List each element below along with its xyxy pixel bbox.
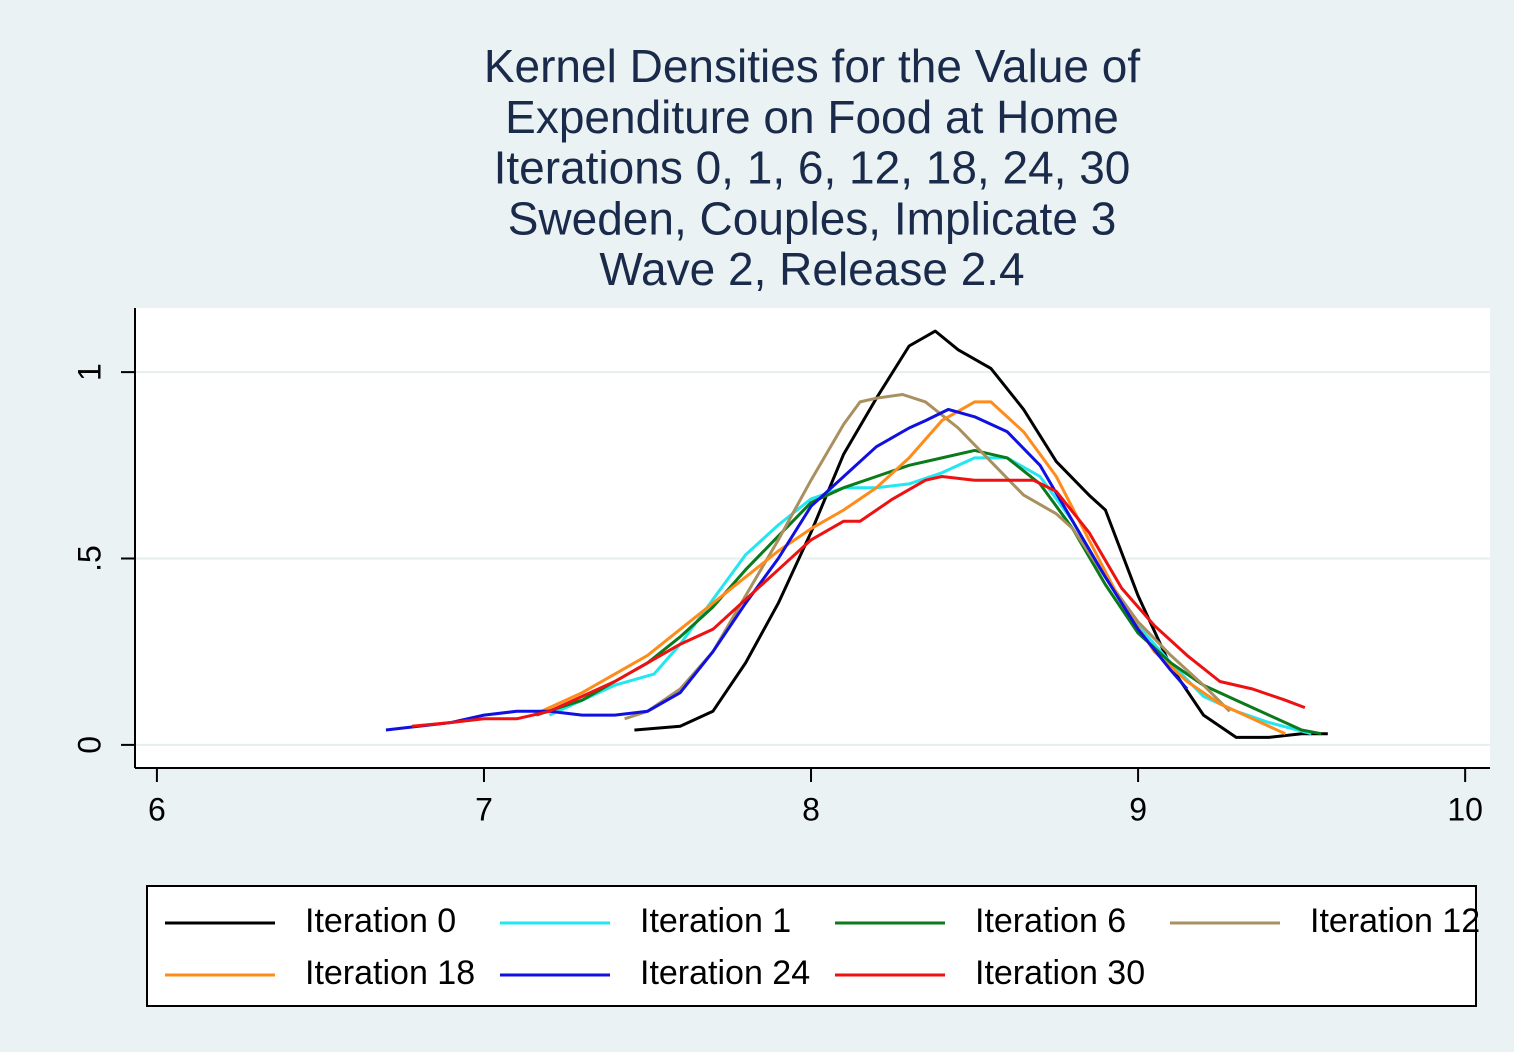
y-tick-label: .5 <box>71 545 107 572</box>
legend-label: Iteration 12 <box>1310 902 1480 940</box>
density-line <box>385 407 1189 732</box>
density-line <box>411 475 1306 728</box>
chart-title: Sweden, Couples, Implicate 3 <box>508 192 1117 244</box>
x-tick-label: 9 <box>1129 791 1147 827</box>
legend-label: Iteration 1 <box>640 902 791 940</box>
legend-box <box>146 885 1477 1007</box>
x-tick-label: 7 <box>475 791 493 827</box>
x-tick-label: 8 <box>802 791 820 827</box>
density-line <box>634 329 1328 739</box>
chart-title: Iterations 0, 1, 6, 12, 18, 24, 30 <box>494 142 1131 194</box>
chart-title: Kernel Densities for the Value of <box>484 40 1141 92</box>
chart-title: Wave 2, Release 2.4 <box>599 243 1024 295</box>
density-line <box>624 393 1231 721</box>
x-tick-label: 6 <box>148 791 166 827</box>
legend-label: Iteration 24 <box>640 954 810 992</box>
y-tick-label: 0 <box>71 736 107 754</box>
y-tick-label: 1 <box>71 363 107 381</box>
density-line <box>548 456 1312 736</box>
legend-label: Iteration 6 <box>975 902 1126 940</box>
chart-title: Expenditure on Food at Home <box>505 91 1119 143</box>
legend-label: Iteration 0 <box>305 902 456 940</box>
x-tick-label: 10 <box>1447 791 1483 827</box>
legend-label: Iteration 18 <box>305 954 475 992</box>
legend-label: Iteration 30 <box>975 954 1145 992</box>
